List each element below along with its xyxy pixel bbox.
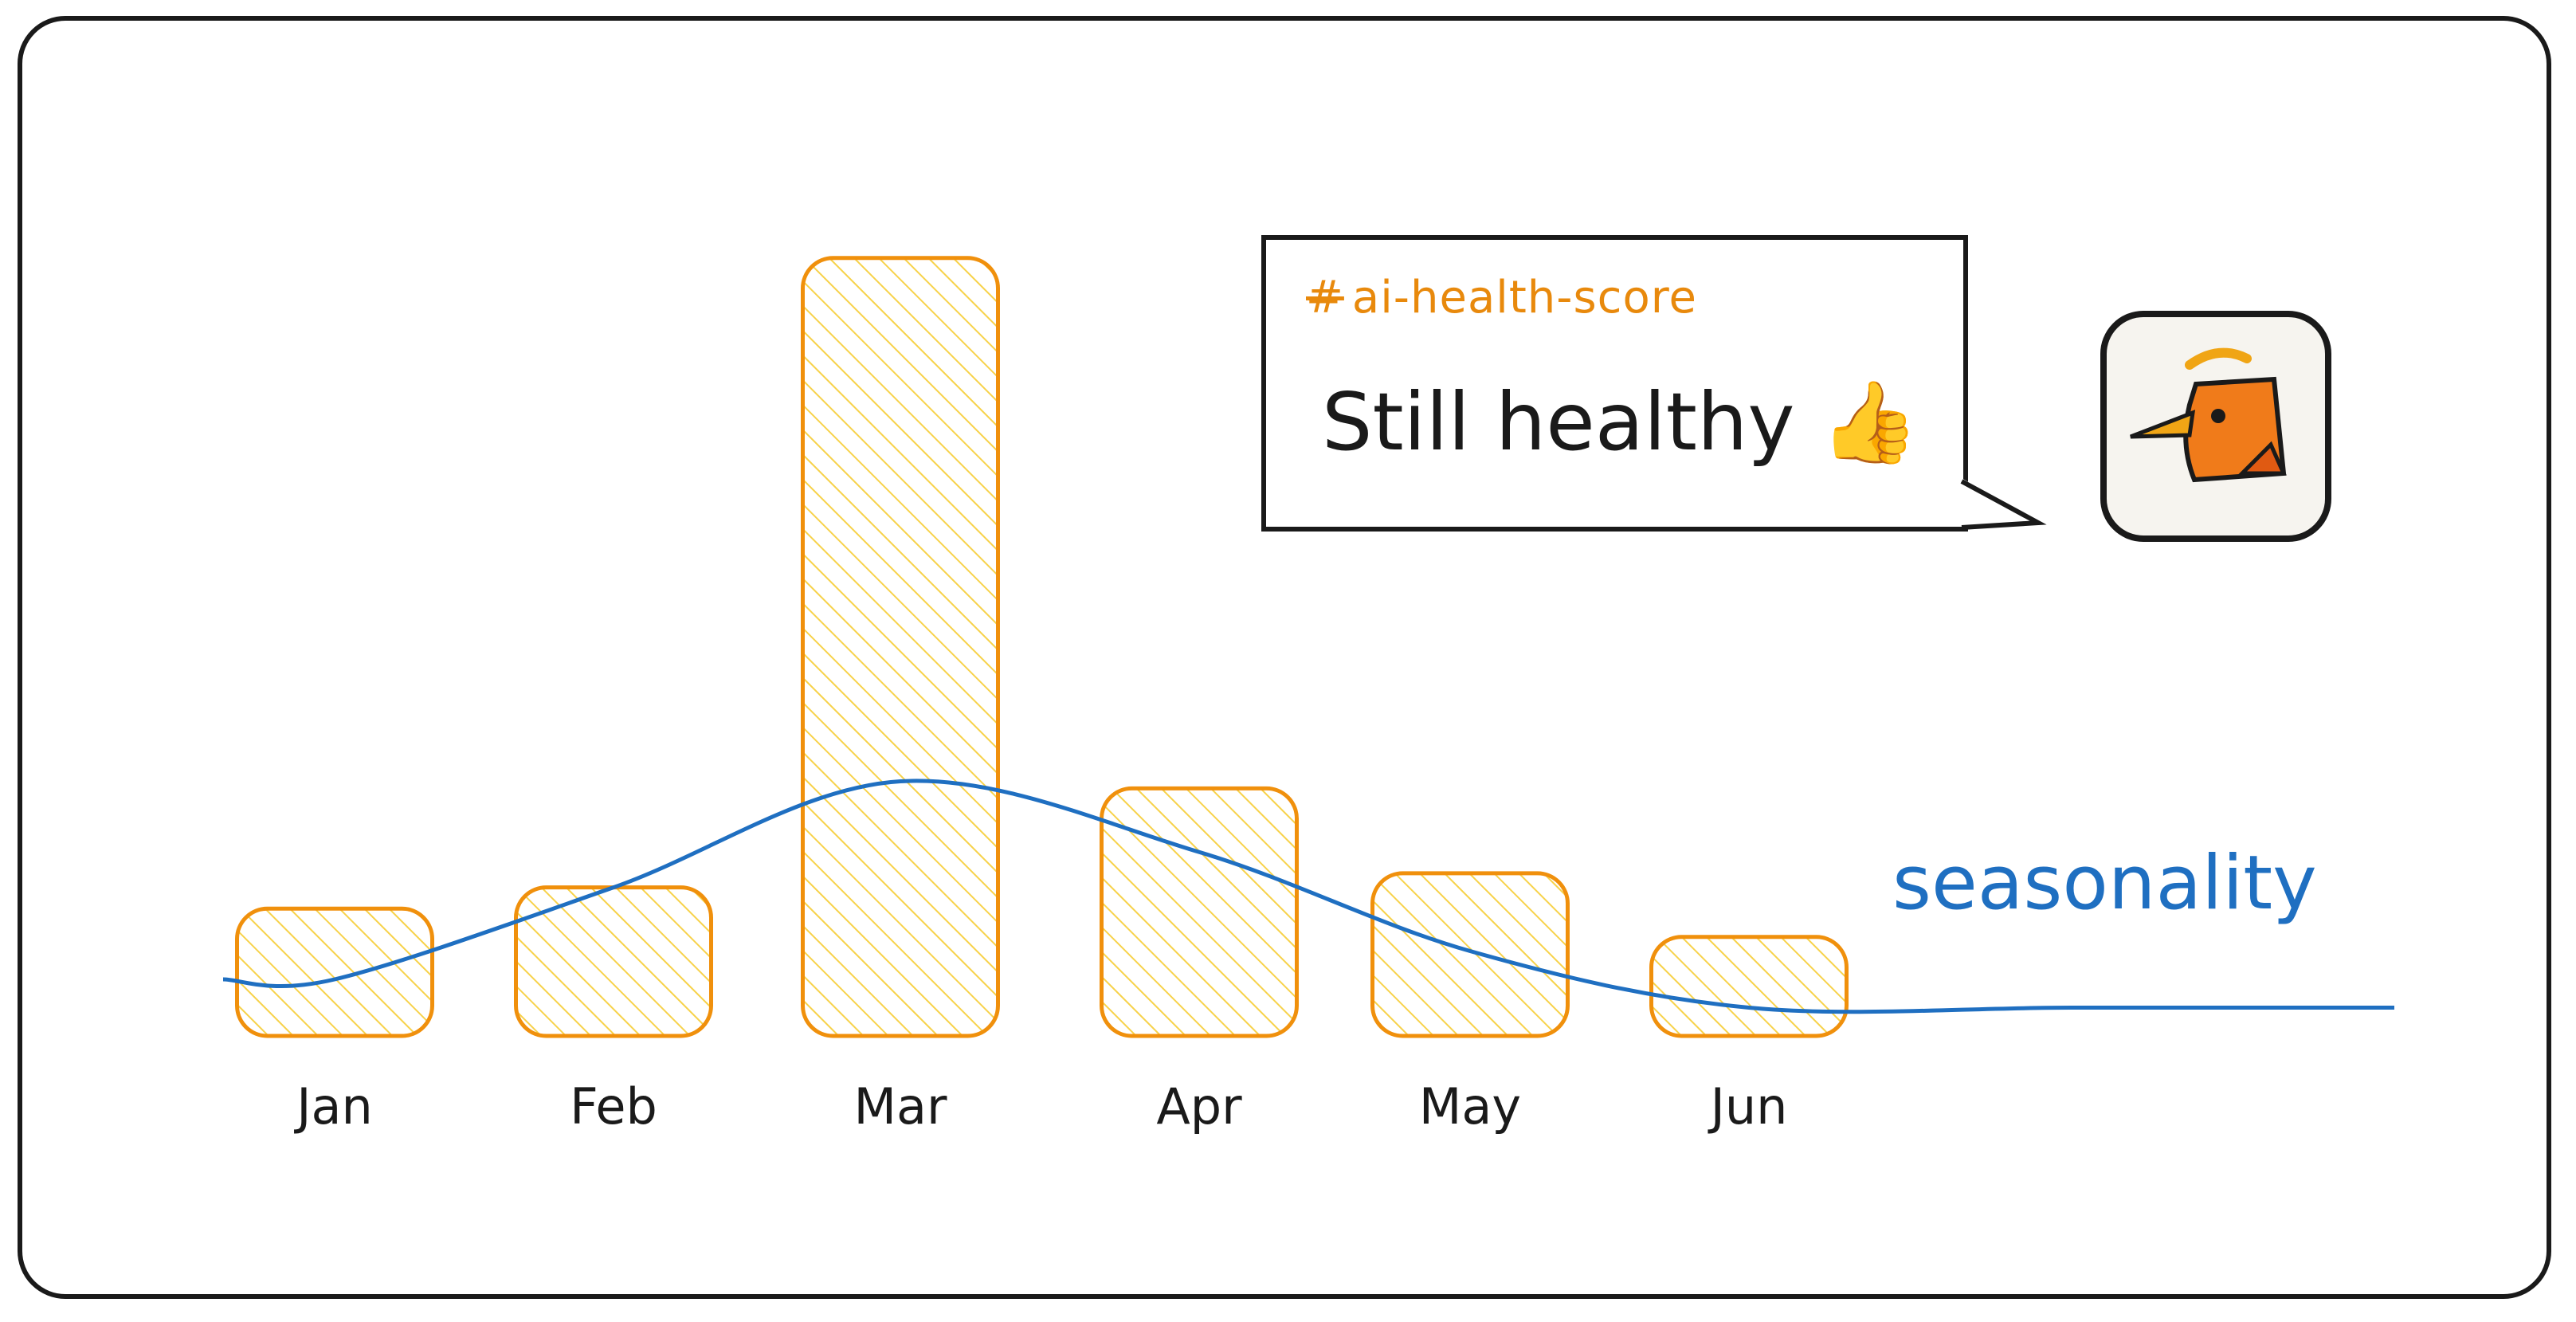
bar-jan (235, 906, 434, 1038)
bar-apr (1100, 786, 1299, 1038)
card-frame (18, 16, 2551, 1299)
message-text: Still healthy 👍 (1322, 375, 1919, 469)
x-tick-apr: Apr (1156, 1077, 1242, 1136)
bar-jun (1649, 935, 1849, 1038)
bird-logo-icon[interactable] (2100, 311, 2331, 542)
x-tick-feb: Feb (570, 1077, 657, 1136)
channel-name[interactable]: # ai-health-score (1306, 272, 1697, 324)
seasonality-line (222, 779, 2394, 1014)
x-tick-jun: Jun (1708, 1077, 1788, 1136)
channel-label: ai-health-score (1351, 272, 1697, 324)
chat-bubble: # ai-health-score Still healthy 👍 (1261, 235, 1968, 532)
bird-logo-graphic (2130, 347, 2287, 483)
x-tick-may: May (1419, 1077, 1521, 1136)
bar-mar (801, 256, 1000, 1038)
x-tick-mar: Mar (854, 1077, 947, 1136)
x-axis-labels: Jan Feb Mar Apr May Jun (293, 1077, 1787, 1136)
seasonality-label: seasonality (1892, 840, 2317, 927)
x-tick-jan: Jan (293, 1077, 373, 1136)
hash-icon: # (1306, 272, 1344, 324)
bar-may (1370, 871, 1570, 1038)
bars-group (235, 256, 1849, 1038)
